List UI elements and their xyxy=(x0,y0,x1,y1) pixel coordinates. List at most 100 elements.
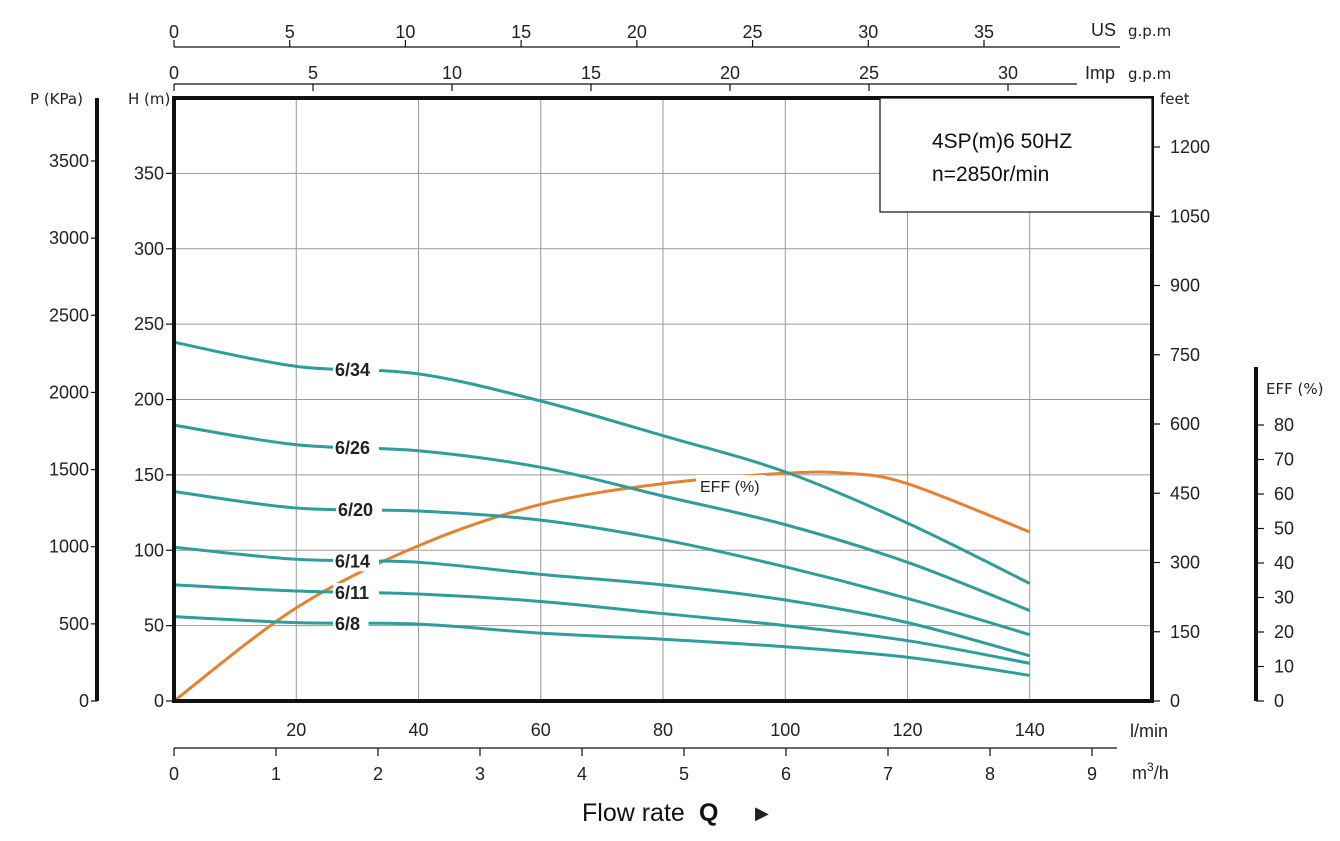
curves: 6/34 6/26 6/20 6/14 6/11 6/8 EFF (%) xyxy=(173,340,1031,703)
efficiency-tick-label: 60 xyxy=(1274,484,1294,504)
flow-lpm-tick-label: 40 xyxy=(408,720,428,740)
pressure-tick-label: 1000 xyxy=(49,537,89,557)
pressure-tick-label: 1500 xyxy=(49,460,89,480)
model-info-box-frame xyxy=(879,97,1153,213)
flow-m3h-tick-label: 4 xyxy=(577,764,587,784)
flow-lpm-unit: l/min xyxy=(1130,721,1168,741)
head-curve-6-8 xyxy=(173,615,1030,677)
series-label-background xyxy=(333,437,379,458)
feet-tick-label: 750 xyxy=(1170,345,1200,365)
feet-tick-label: 0 xyxy=(1170,691,1180,711)
efficiency-label-background xyxy=(696,475,766,497)
efficiency-tick-label: 10 xyxy=(1274,657,1294,677)
x-axis-title-symbol: Q xyxy=(699,799,718,827)
flow-lpm-tick-label: 80 xyxy=(653,720,673,740)
flow-us-gpm-tick-label: 10 xyxy=(395,22,415,42)
head-tick-label: 50 xyxy=(144,616,164,636)
efficiency-tick-label: 0 xyxy=(1274,691,1284,711)
flow-us-gpm-tick-label: 0 xyxy=(169,22,179,42)
flow-us-gpm-tick-label: 15 xyxy=(511,22,531,42)
pressure-tick-label: 0 xyxy=(79,691,89,711)
flow-m3h-tick-label: 0 xyxy=(169,764,179,784)
efficiency-tick-label: 30 xyxy=(1274,588,1294,608)
flow-m3h-tick-label: 3 xyxy=(475,764,485,784)
head-tick-label: 250 xyxy=(134,314,164,334)
flow-imp-gpm-tick-label: 20 xyxy=(720,63,740,83)
flow-imp-gpm-tick-label: 30 xyxy=(998,63,1018,83)
flow-m3h-tick-label: 8 xyxy=(985,764,995,784)
flow-us-gpm-tick-label: 30 xyxy=(858,22,878,42)
pressure-tick-label: 2000 xyxy=(49,382,89,402)
head-axis-label: H (m) xyxy=(128,90,170,108)
pressure-tick-label: 500 xyxy=(59,614,89,634)
flow-imp-gpm-tick-label: 15 xyxy=(581,63,601,83)
flow-m3h-tick-label: 7 xyxy=(883,764,893,784)
pressure-tick-label: 3000 xyxy=(49,228,89,248)
efficiency-curve xyxy=(173,470,1031,703)
head-tick-label: 200 xyxy=(134,390,164,410)
flow-m3h-tick-label: 9 xyxy=(1087,764,1097,784)
pressure-tick-label: 3500 xyxy=(49,151,89,171)
x-axis-title: Flow rate Q ▶ xyxy=(582,799,769,827)
x-axis-title-text: Flow rate xyxy=(582,799,685,827)
series-label-background xyxy=(333,551,379,572)
flow-us-gpm-tick-label: 35 xyxy=(974,22,994,42)
series-label-6-8: 6/8 xyxy=(335,614,360,634)
pressure-axis-label: P (KPa) xyxy=(30,90,83,108)
pressure-tick-label: 2500 xyxy=(49,305,89,325)
feet-tick-label: 1200 xyxy=(1170,137,1210,157)
flow-lpm-tick-label: 100 xyxy=(770,720,800,740)
flow-us-gpm-unit-small: g.p.m xyxy=(1128,22,1171,40)
series-label-background xyxy=(336,500,382,521)
series-label-6-14: 6/14 xyxy=(335,551,370,571)
head-curve-6-34 xyxy=(173,340,1031,585)
head-tick-label: 350 xyxy=(134,163,164,183)
feet-tick-label: 450 xyxy=(1170,483,1200,503)
model-info-line2: n=2850r/min xyxy=(932,163,1049,186)
flow-imp-gpm-tick-label: 25 xyxy=(859,63,879,83)
efficiency-label: EFF (%) xyxy=(700,479,760,496)
flow-m3h-tick-label: 2 xyxy=(373,764,383,784)
model-info-line1: 4SP(m)6 50HZ xyxy=(932,130,1072,153)
flow-lpm-tick-label: 120 xyxy=(892,720,922,740)
series-label-6-11: 6/11 xyxy=(335,583,369,603)
flow-lpm-tick-label: 20 xyxy=(286,720,306,740)
series-label-background xyxy=(333,614,369,635)
head-tick-label: 300 xyxy=(134,239,164,259)
flow-imp-gpm-tick-label: 5 xyxy=(308,63,318,83)
efficiency-axis-label: EFF (%) xyxy=(1266,380,1323,398)
feet-tick-label: 1050 xyxy=(1170,206,1210,226)
series-label-6-26: 6/26 xyxy=(335,438,370,458)
series-label-background xyxy=(333,359,379,380)
x-axis-title-arrow-icon: ▶ xyxy=(755,803,769,823)
efficiency-tick-label: 20 xyxy=(1274,622,1294,642)
series-label-6-20: 6/20 xyxy=(338,500,373,520)
flow-imp-gpm-tick-label: 0 xyxy=(169,63,179,83)
flow-imp-gpm-unit-small: g.p.m xyxy=(1128,65,1171,83)
series-label-6-34: 6/34 xyxy=(335,360,370,380)
flow-imp-gpm-unit: Imp xyxy=(1085,63,1115,83)
feet-tick-label: 300 xyxy=(1170,553,1200,573)
series-label-background xyxy=(333,583,379,604)
model-info-box: 4SP(m)6 50HZ n=2850r/min xyxy=(879,97,1153,213)
flow-us-gpm-tick-label: 20 xyxy=(627,22,647,42)
head-curve-6-26 xyxy=(173,423,1031,612)
flow-m3h-tick-label: 5 xyxy=(679,764,689,784)
head-tick-label: 100 xyxy=(134,540,164,560)
head-curve-6-20 xyxy=(173,489,1031,637)
feet-tick-label: 150 xyxy=(1170,622,1200,642)
efficiency-tick-label: 40 xyxy=(1274,553,1294,573)
feet-axis-label: feet xyxy=(1160,90,1190,108)
efficiency-tick-label: 70 xyxy=(1274,450,1294,470)
head-tick-label: 150 xyxy=(134,465,164,485)
head-curve-6-11 xyxy=(173,583,1031,665)
flow-lpm-tick-label: 60 xyxy=(531,720,551,740)
flow-us-gpm-tick-label: 5 xyxy=(285,22,295,42)
feet-tick-label: 600 xyxy=(1170,414,1200,434)
head-tick-label: 0 xyxy=(154,691,164,711)
flow-us-gpm-tick-label: 25 xyxy=(743,22,763,42)
efficiency-tick-label: 80 xyxy=(1274,415,1294,435)
flow-us-gpm-unit: US xyxy=(1091,20,1116,40)
